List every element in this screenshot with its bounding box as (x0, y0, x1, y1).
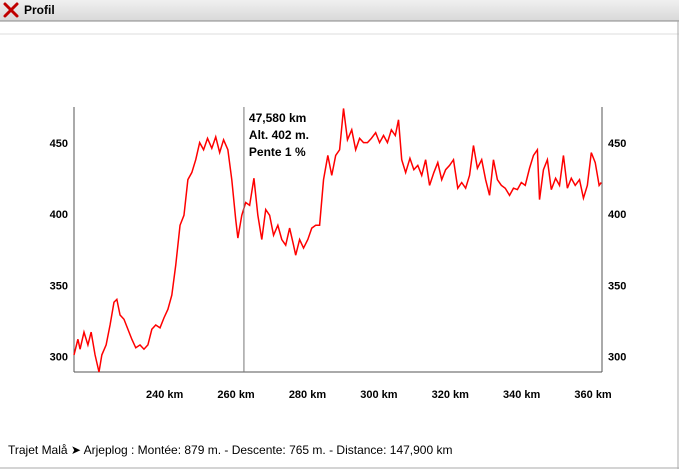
cursor-label: 47,580 km (249, 111, 306, 125)
y2-tick-label: 350 (608, 280, 626, 292)
x-tick-label: 280 km (289, 389, 327, 401)
cursor-label: Alt. 402 m. (249, 128, 309, 142)
title-bar (0, 0, 679, 21)
footer: Trajet Malå ➤ Arjeplog : Montée: 879 m. … (8, 443, 452, 457)
x-tick-label: 340 km (503, 389, 541, 401)
y-tick-label: 300 (50, 352, 68, 364)
y-tick-label: 450 (50, 138, 68, 150)
close-button[interactable] (3, 2, 19, 18)
x-tick-label: 320 km (432, 389, 470, 401)
cursor-label: Pente 1 % (249, 145, 306, 159)
y2-tick-label: 300 (608, 352, 626, 364)
x-tick-label: 360 km (574, 389, 612, 401)
y2-tick-label: 450 (608, 138, 626, 150)
y-tick-label: 400 (50, 209, 68, 221)
y2-tick-label: 400 (608, 209, 626, 221)
x-tick-label: 260 km (217, 389, 255, 401)
profile-line (73, 108, 602, 373)
x-tick-label: 300 km (360, 389, 398, 401)
window-title: Profil (24, 3, 55, 17)
x-tick-label: 240 km (146, 389, 184, 401)
y-tick-label: 350 (50, 280, 68, 292)
